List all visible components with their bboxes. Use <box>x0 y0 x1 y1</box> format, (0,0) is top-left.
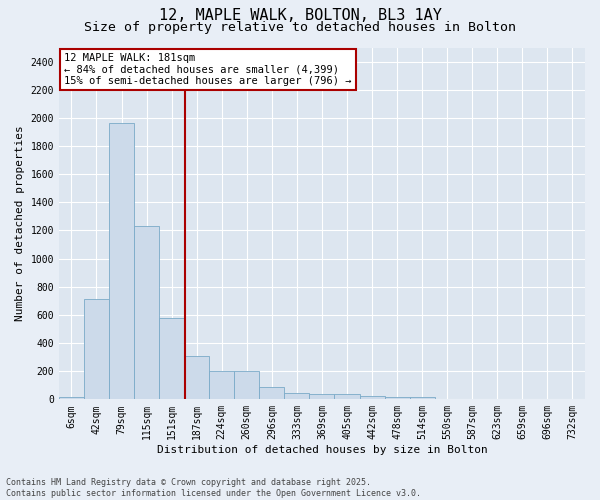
Bar <box>159 318 184 400</box>
Bar <box>410 396 434 400</box>
Bar <box>109 124 134 400</box>
Text: 12, MAPLE WALK, BOLTON, BL3 1AY: 12, MAPLE WALK, BOLTON, BL3 1AY <box>158 8 442 22</box>
Bar <box>434 398 460 400</box>
Y-axis label: Number of detached properties: Number of detached properties <box>15 126 25 322</box>
Bar <box>284 392 310 400</box>
Bar <box>385 396 410 400</box>
Bar <box>59 397 84 400</box>
Bar <box>310 394 334 400</box>
Bar <box>359 396 385 400</box>
Text: Size of property relative to detached houses in Bolton: Size of property relative to detached ho… <box>84 21 516 34</box>
Bar <box>184 356 209 400</box>
Text: 12 MAPLE WALK: 181sqm
← 84% of detached houses are smaller (4,399)
15% of semi-d: 12 MAPLE WALK: 181sqm ← 84% of detached … <box>64 53 352 86</box>
Bar <box>134 226 159 400</box>
X-axis label: Distribution of detached houses by size in Bolton: Distribution of detached houses by size … <box>157 445 487 455</box>
Bar <box>334 394 359 400</box>
Text: Contains HM Land Registry data © Crown copyright and database right 2025.
Contai: Contains HM Land Registry data © Crown c… <box>6 478 421 498</box>
Bar <box>209 371 234 400</box>
Bar <box>259 388 284 400</box>
Bar <box>234 371 259 400</box>
Bar <box>84 300 109 400</box>
